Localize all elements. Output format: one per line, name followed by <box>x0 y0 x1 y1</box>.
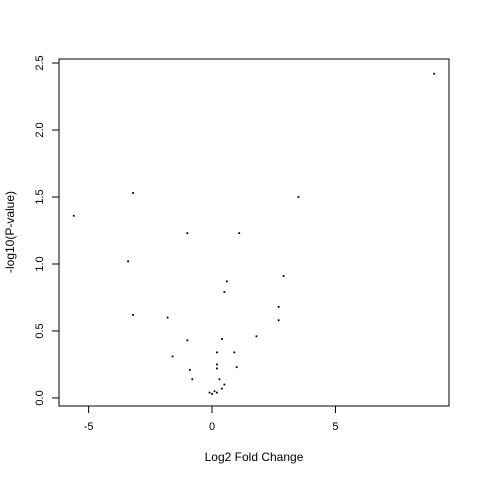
x-tick-label: 0 <box>209 421 215 433</box>
data-point <box>223 291 226 294</box>
data-point <box>216 367 218 370</box>
y-axis-title: -log10(P-value) <box>3 191 17 273</box>
y-tick-label: 2.0 <box>34 122 46 137</box>
data-point <box>297 196 300 198</box>
data-point <box>127 260 130 263</box>
data-point <box>216 363 218 366</box>
data-point <box>171 355 174 358</box>
data-point <box>255 335 258 338</box>
data-point <box>221 387 223 390</box>
data-point <box>216 351 218 354</box>
data-point <box>72 214 75 217</box>
data-point <box>282 275 285 277</box>
data-points <box>72 72 436 395</box>
data-point <box>208 391 211 394</box>
y-tick-label: 1.0 <box>34 256 46 271</box>
x-axis: -5 0 5 <box>84 406 339 433</box>
y-tick-label: 0.5 <box>34 323 46 338</box>
data-point <box>211 393 213 395</box>
data-point <box>235 366 238 369</box>
y-tick-label: 2.5 <box>34 55 46 70</box>
plot-frame <box>58 58 450 407</box>
data-point <box>188 368 191 371</box>
data-point <box>277 305 280 308</box>
data-point <box>186 232 189 235</box>
data-point <box>213 390 216 393</box>
data-point <box>223 383 226 386</box>
data-point <box>238 232 241 235</box>
data-point <box>433 72 436 75</box>
x-axis-title: Log2 Fold Change <box>205 450 304 464</box>
y-axis: 0.0 0.5 1.0 1.5 2.0 2.5 <box>34 55 59 406</box>
data-point <box>132 313 134 316</box>
y-tick-label: 1.5 <box>34 189 46 204</box>
y-tick-label: 0.0 <box>34 390 46 405</box>
x-tick-label: 5 <box>332 421 338 433</box>
data-point <box>191 378 194 381</box>
data-point <box>277 319 280 322</box>
data-point <box>132 192 134 194</box>
data-point <box>233 351 236 354</box>
data-point <box>216 391 218 394</box>
data-point <box>221 338 223 340</box>
data-point <box>218 378 221 381</box>
x-tick-label: -5 <box>84 421 94 433</box>
data-point <box>186 339 189 342</box>
data-point <box>225 280 228 283</box>
data-point <box>166 316 169 319</box>
